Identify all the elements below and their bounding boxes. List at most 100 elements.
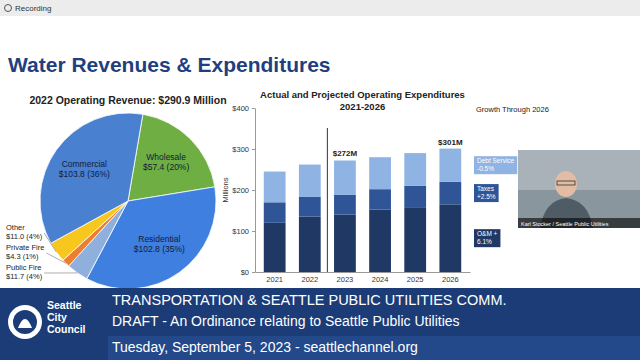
bar: [369, 157, 391, 189]
bar: [334, 215, 356, 272]
axis-line: [256, 272, 471, 273]
bar: [264, 172, 286, 203]
bar: [404, 186, 426, 207]
slide-title: Water Revenues & Expenditures: [8, 53, 331, 76]
pie: [40, 113, 216, 289]
legend-label: Debt Service-0.5%: [477, 157, 515, 172]
page: Recording Water Revenues & Expenditures 20…: [0, 0, 640, 360]
annotation: Growth Through 2026: [476, 105, 549, 114]
webcam: Karl Stocker / Seattle Public Utilities: [518, 150, 640, 228]
y-tick-mark: [252, 231, 255, 232]
bar-subtitle: 2021-2026: [340, 101, 385, 112]
slice-value: $11.0 (4%): [6, 232, 43, 241]
slice-name: Residential: [138, 234, 180, 244]
banner-item: DRAFT - An Ordinance relating to Seattle…: [112, 313, 460, 329]
bar: [264, 202, 286, 223]
y-tick: $100: [232, 227, 255, 236]
legend-box: [474, 156, 517, 174]
y-tick-mark: [252, 149, 255, 150]
slice-value: $57.4 (20%): [143, 162, 189, 172]
leader-line: [46, 253, 65, 263]
logo-emblem-inner: [13, 310, 37, 334]
y-tick-label: $0: [241, 268, 249, 277]
legend-label-line: -0.5%: [477, 165, 494, 172]
bar: [299, 165, 321, 197]
annotation: $301M: [438, 138, 463, 147]
x-axis: 202120222023202420252026: [256, 272, 471, 284]
banner-committee: TRANSPORTATION & SEATTLE PUBLIC UTILITIE…: [112, 292, 507, 308]
logo-text-line: Seattle: [47, 299, 82, 311]
slide-background: [0, 16, 640, 288]
slice-value: $103.8 (36%): [59, 169, 110, 179]
slice-name: Private Fire: [6, 243, 44, 252]
record-icon: [5, 5, 12, 12]
slice-name: Other: [6, 223, 25, 232]
legend-label: O&M +6.1%: [477, 230, 498, 245]
slice-value: $4.3 (1%): [6, 252, 39, 261]
x-tick-label: 2026: [442, 275, 459, 284]
y-tick-mark: [252, 272, 255, 273]
y-tick-label: $200: [232, 186, 249, 195]
bar: [404, 153, 426, 186]
axis-line: [255, 109, 256, 273]
slice-name: Public Fire: [6, 263, 41, 272]
y-tick-label: $400: [232, 104, 249, 113]
slice-value: $102.8 (35%): [134, 244, 185, 254]
slice-name: Commercial: [62, 159, 107, 169]
y-tick-mark: [252, 108, 255, 109]
x-tick-label: 2024: [372, 275, 389, 284]
x-tick: 2024: [372, 272, 389, 284]
recording-label: Recording: [15, 4, 51, 13]
slice-name: Wholesale: [146, 152, 186, 162]
bars: [264, 149, 461, 272]
webcam-wall: [518, 150, 640, 190]
x-tick-label: 2025: [407, 275, 424, 284]
logo-text-line: Council: [47, 323, 86, 335]
logo-text: SeattleCityCouncil: [47, 299, 86, 335]
x-tick: 2026: [442, 272, 459, 284]
y-axis: $0 $100 $200 $300 $400: [232, 104, 255, 277]
x-tick: 2023: [337, 272, 354, 284]
bar: [334, 160, 356, 194]
x-tick: 2022: [301, 272, 318, 284]
slice-value: $11.7 (4%): [6, 272, 43, 281]
legend-label: Taxes+2.5%: [477, 185, 496, 200]
actual-projected-divider: [327, 128, 328, 272]
slice: [40, 113, 143, 243]
y-tick-label: $100: [232, 227, 249, 236]
banner-date-strip: [108, 336, 640, 360]
leader-line: [44, 272, 77, 273]
y-tick: $300: [232, 145, 255, 154]
y-tick: $400: [232, 104, 255, 113]
legend-label-line: Taxes: [477, 185, 495, 192]
legend-box: [474, 229, 500, 247]
top-bar: [0, 0, 640, 16]
webcam-caption: Karl Stocker / Seattle Public Utilities: [521, 221, 609, 227]
logo-emblem: [8, 305, 42, 339]
bar: [369, 189, 391, 210]
bar: [439, 182, 461, 205]
x-tick-label: 2023: [337, 275, 354, 284]
bar: [439, 149, 461, 182]
bar: [299, 197, 321, 217]
annotation: $272M: [333, 149, 358, 158]
legend-box: [474, 184, 499, 202]
bar: [334, 195, 356, 215]
x-tick: 2025: [407, 272, 424, 284]
legend-label-line: Debt Service: [477, 157, 515, 164]
bar: [404, 207, 426, 272]
pie-title: 2022 Operating Revenue: $290.9 Million: [29, 94, 226, 106]
bar: [369, 210, 391, 272]
webcam-person-glasses: [557, 181, 575, 185]
logo-emblem-mark: [18, 319, 32, 328]
bar: [439, 204, 461, 272]
legend-label-line: 6.1%: [477, 238, 492, 245]
bar: [264, 223, 286, 272]
banner-date: Tuesday, September 5, 2023 - seattlechan…: [112, 339, 418, 355]
bar: [299, 217, 321, 272]
bar-title: Actual and Projected Operating Expenditu…: [260, 89, 465, 100]
webcam-caption-bg: [518, 218, 640, 228]
legend-label-line: O&M +: [477, 230, 498, 237]
y-tick-mark: [252, 190, 255, 191]
logo-text-line: City: [47, 311, 67, 323]
